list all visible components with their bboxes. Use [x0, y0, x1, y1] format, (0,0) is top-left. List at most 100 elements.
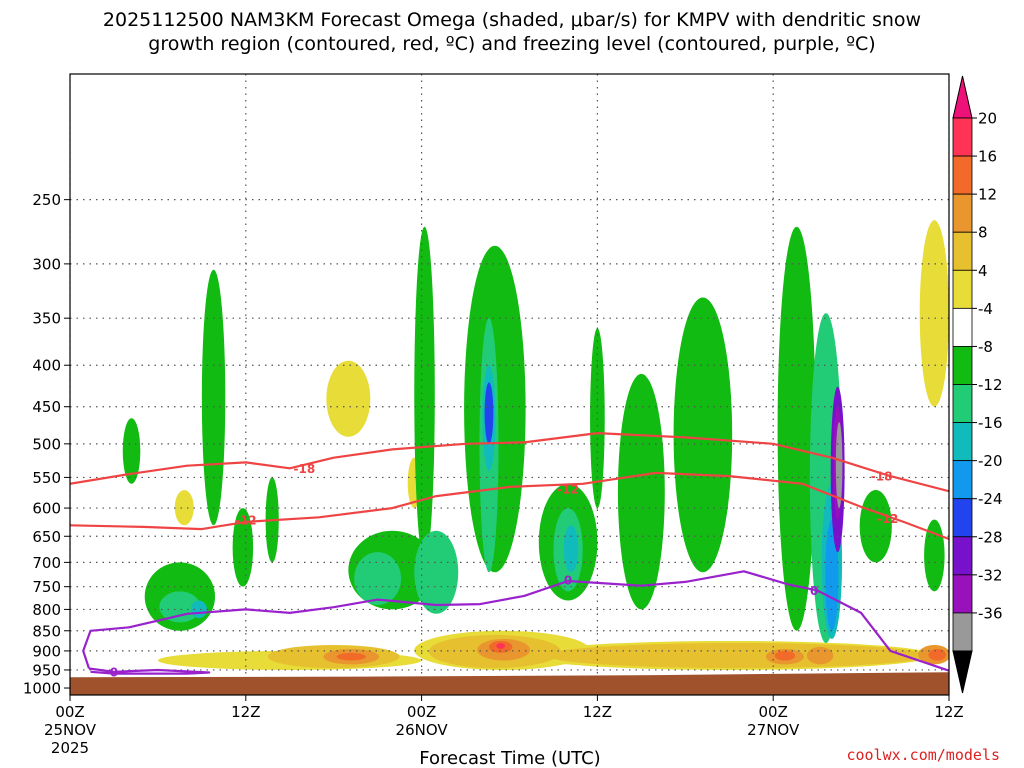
omega-cell-26 [354, 552, 402, 605]
contour-line-3 [88, 667, 211, 675]
colorbar-swatch--32 [952, 574, 973, 614]
colorbar-swatch-4 [952, 269, 973, 309]
omega-cell-34 [806, 646, 834, 665]
colorbar-swatch-12 [952, 193, 973, 233]
y-tick-label-400: 400 [32, 357, 61, 375]
chart-title-line1: 2025112500 NAM3KM Forecast Omega (shaded… [103, 9, 921, 31]
contour-label-1-0: -12 [235, 514, 257, 528]
credit-text: coolwx.com/models [846, 746, 1000, 764]
x-tick-date-24: 26NOV [396, 721, 449, 739]
omega-cell-18 [673, 297, 733, 573]
contour-label-1-2: -12 [877, 512, 899, 526]
contour-line-1 [70, 471, 949, 541]
contour-label-1-1: -12 [557, 482, 579, 496]
y-tick-label-1000: 1000 [23, 680, 61, 698]
colorbar-label--12: -12 [978, 376, 1003, 394]
colorbar-swatch-16 [952, 155, 973, 195]
x-tick-year-0: 2025 [51, 739, 89, 757]
x-tick-label-60: 12Z [934, 703, 963, 721]
omega-cell-17 [617, 373, 665, 610]
y-tick-label-600: 600 [32, 500, 61, 518]
omega-cell-3 [919, 220, 949, 407]
plot-frame [69, 73, 950, 696]
colorbar-label--32: -32 [978, 566, 1003, 584]
colorbar-label--16: -16 [978, 414, 1003, 432]
colorbar-swatch--24 [952, 498, 973, 538]
colorbar-swatch-20 [952, 117, 973, 157]
omega-cell-40 [336, 652, 366, 661]
colorbar-label--8: -8 [978, 338, 993, 356]
colorbar-swatch--36 [952, 612, 973, 652]
terrain-ground [70, 672, 949, 695]
x-tick-label-36: 12Z [583, 703, 612, 721]
colorbar-swatch--16 [952, 422, 973, 462]
y-tick-label-650: 650 [32, 528, 61, 546]
omega-cell-20 [859, 489, 892, 563]
y-tick-label-950: 950 [32, 661, 61, 679]
y-tick-label-800: 800 [32, 601, 61, 619]
omega-cell-44 [825, 519, 839, 631]
omega-cell-38 [563, 525, 579, 573]
colorbar-label-4: 4 [978, 262, 988, 280]
y-tick-label-500: 500 [32, 435, 61, 453]
colorbar-swatch--12 [952, 384, 973, 423]
y-tick-label-900: 900 [32, 642, 61, 660]
x-tick-label-0: 00Z [55, 703, 84, 721]
x-tick-label-48: 00Z [759, 703, 788, 721]
omega-cell-42 [774, 650, 796, 661]
omega-cell-13 [414, 226, 435, 563]
omega-cell-0 [174, 489, 194, 526]
y-tick-label-250: 250 [32, 191, 61, 209]
colorbar-label--20: -20 [978, 452, 1003, 470]
contour-line-0 [70, 432, 949, 493]
colorbar-label-20: 20 [978, 110, 997, 128]
omega-cell-8 [122, 418, 141, 484]
colorbar-swatch--8 [952, 346, 973, 385]
chart-title-line2: growth region (contoured, red, ºC) and f… [148, 33, 875, 55]
contour-label-0-0: -18 [294, 462, 316, 476]
omega-cell-21 [924, 519, 945, 592]
omega-shading-layer [122, 220, 949, 670]
colorbar-label--4: -4 [978, 300, 993, 318]
contour-line-2 [82, 570, 949, 672]
colorbar-swatch--20 [952, 460, 973, 500]
x-axis-label: Forecast Time (UTC) [419, 748, 600, 768]
colorbar-swatch-8 [952, 231, 973, 271]
contour-label-0-1: -18 [871, 470, 893, 484]
contour-label-2-1: 0 [810, 584, 818, 598]
omega-cell-43 [928, 648, 947, 661]
colorbar-top-cap [952, 75, 973, 119]
y-tick-label-750: 750 [32, 578, 61, 596]
colorbar-swatch--4 [952, 307, 973, 347]
omega-cell-10 [232, 508, 254, 587]
omega-cell-24 [546, 642, 928, 669]
omega-cell-49 [835, 422, 843, 509]
colorbar: 20 16 12 8 4 -4 -8 -12 -16 -20 -24 -28 -32 -36 [952, 75, 1003, 694]
x-tick-date-0: 25NOV [44, 721, 97, 739]
omega-cell-46 [484, 382, 494, 444]
colorbar-bottom-cap [952, 650, 973, 694]
y-tick-label-450: 450 [32, 398, 61, 416]
y-axis-ticks: 250 300 350 400 450 500 550 600 650 700 750 800 850 9… [23, 191, 70, 698]
omega-cell-1 [326, 360, 371, 437]
x-tick-label-12: 12Z [231, 703, 260, 721]
contour-label-2-0: 0 [564, 574, 572, 588]
omega-cell-27 [414, 530, 459, 614]
colorbar-label--28: -28 [978, 528, 1003, 546]
omega-cell-45 [496, 642, 506, 649]
y-tick-label-350: 350 [32, 310, 61, 328]
omega-cell-19 [777, 226, 816, 631]
x-tick-date-48: 27NOV [747, 721, 800, 739]
y-tick-label-700: 700 [32, 554, 61, 572]
omega-cell-36 [190, 600, 207, 619]
colorbar-label-12: 12 [978, 186, 997, 204]
colorbar-label-16: 16 [978, 148, 997, 166]
colorbar-swatch--28 [952, 536, 973, 576]
y-tick-label-300: 300 [32, 255, 61, 273]
x-tick-label-24: 00Z [407, 703, 436, 721]
y-tick-label-550: 550 [32, 469, 61, 487]
